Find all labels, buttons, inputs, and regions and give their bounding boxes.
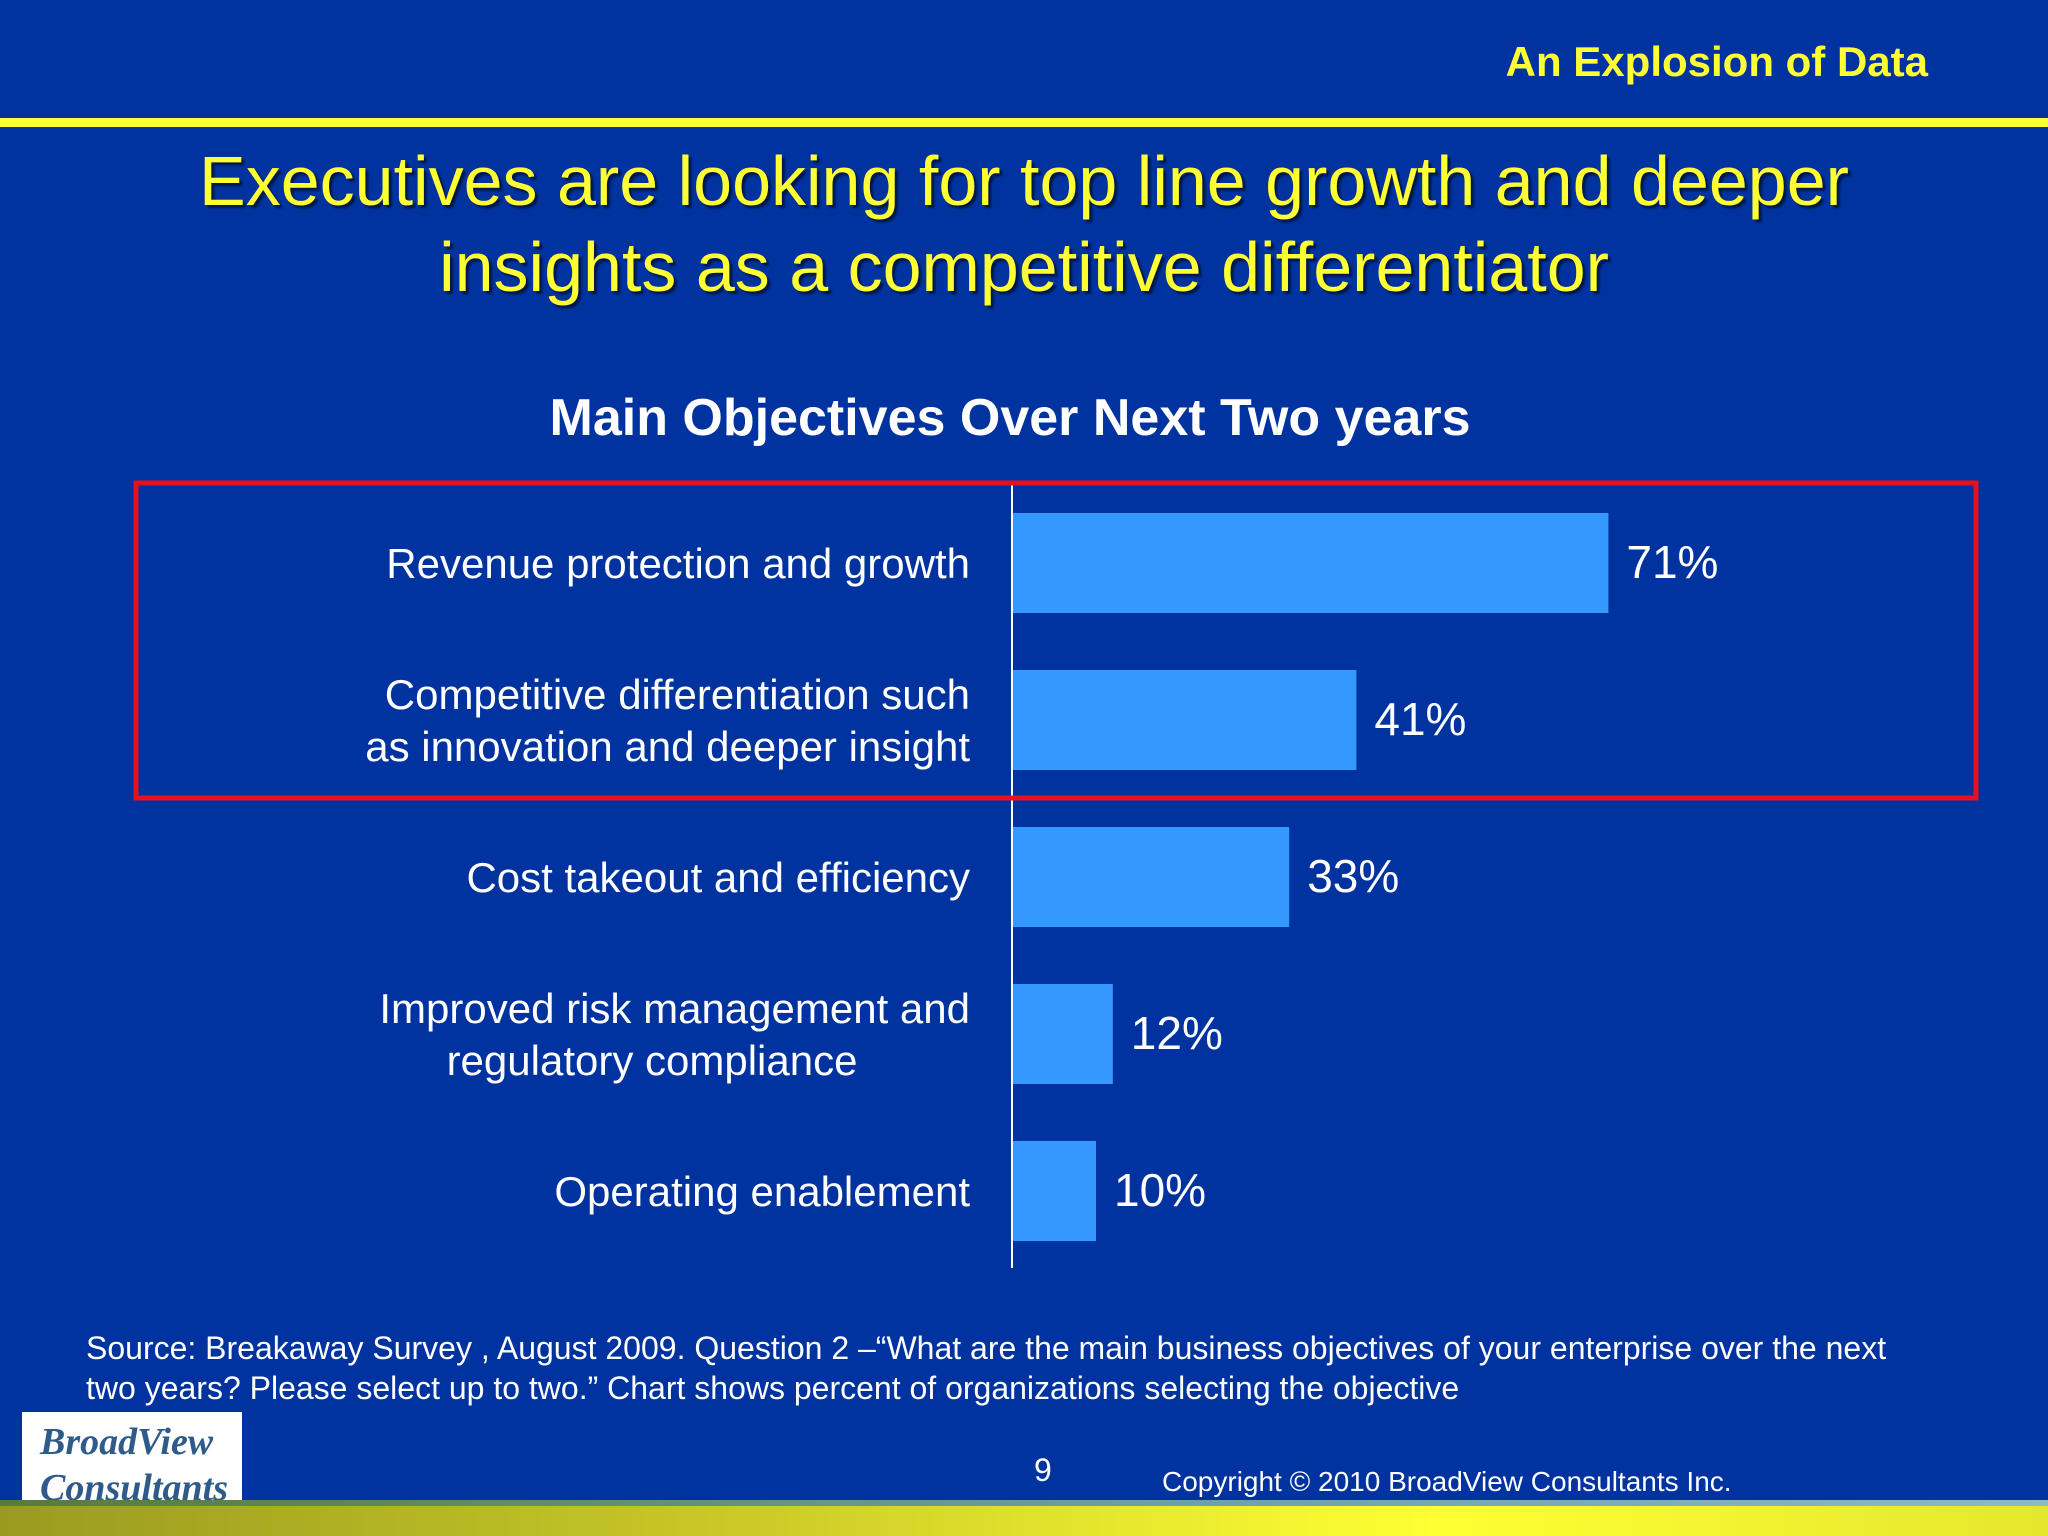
slide-headline: Executives are looking for top line grow… xyxy=(0,138,2048,310)
data-label-2: 33% xyxy=(1307,850,1399,902)
headline-line-2: insights as a competitive differentiator xyxy=(439,228,1609,306)
source-line-1: Source: Breakaway Survey , August 2009. … xyxy=(86,1330,1887,1366)
category-label-4-0: Operating enablement xyxy=(554,1168,970,1215)
footer-stripe xyxy=(0,1506,2048,1536)
bar-4 xyxy=(1012,1141,1096,1241)
chart-title: Main Objectives Over Next Two years xyxy=(549,389,1471,447)
bar-chart: 71% Revenue protection and growth 41% Compe… xyxy=(133,480,1979,1268)
bar-3 xyxy=(1012,984,1113,1084)
category-label-3-0: Improved risk management and xyxy=(379,985,970,1032)
data-label-3: 12% xyxy=(1131,1007,1223,1059)
bar-2 xyxy=(1012,827,1290,927)
category-label-0-0: Revenue protection and growth xyxy=(386,540,970,587)
category-label-3-1: regulatory compliance xyxy=(447,1037,858,1084)
section-title: An Explosion of Data xyxy=(1505,38,1928,85)
data-label-0: 71% xyxy=(1626,536,1718,588)
category-label-1-1: as innovation and deeper insight xyxy=(365,723,970,770)
data-label-1: 41% xyxy=(1374,693,1466,745)
page-number: 9 xyxy=(1034,1452,1052,1488)
category-label-2-0: Cost takeout and efficiency xyxy=(466,854,970,901)
data-label-4: 10% xyxy=(1114,1164,1206,1216)
category-label-1-0: Competitive differentiation such xyxy=(385,671,970,718)
footer-stripe-top xyxy=(0,1500,2048,1508)
source-note: Source: Breakaway Survey , August 2009. … xyxy=(86,1328,2016,1408)
headline-line-1: Executives are looking for top line grow… xyxy=(199,142,1849,220)
bar-0 xyxy=(1012,513,1609,613)
logo-line-1: BroadView xyxy=(40,1421,214,1463)
bar-1 xyxy=(1012,670,1357,770)
source-line-2: two years? Please select up to two.” Cha… xyxy=(86,1370,1460,1406)
copyright-notice: Copyright © 2010 BroadView Consultants I… xyxy=(1162,1466,1732,1497)
header-divider xyxy=(0,118,2048,127)
highlight-box xyxy=(133,480,1979,801)
